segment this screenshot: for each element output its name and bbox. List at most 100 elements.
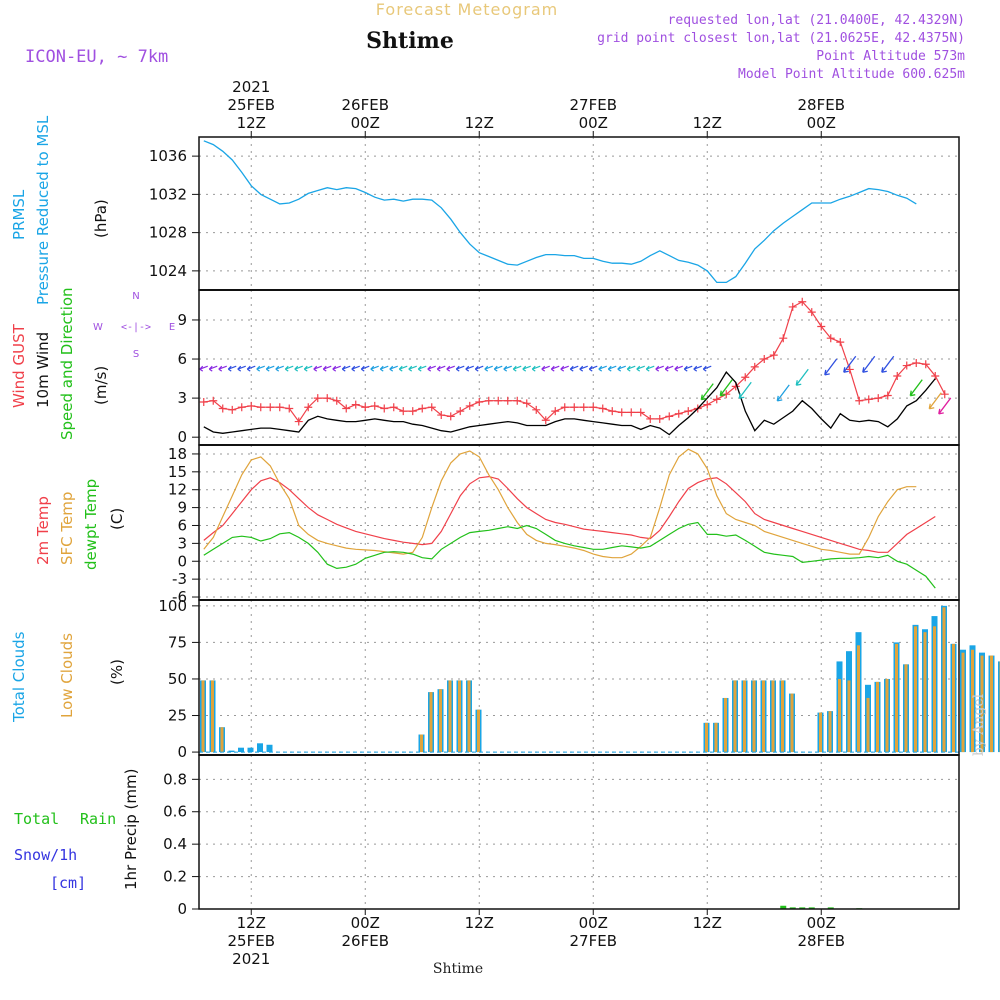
gust-point [513, 396, 522, 405]
gust-point [399, 407, 408, 416]
requested-coords: requested lon,lat (21.0400E, 42.4329N) [668, 13, 965, 28]
model-altitude: Model Point Altitude 600.625m [738, 67, 965, 82]
gust-point [817, 322, 826, 331]
wind-direction-arrow [246, 365, 256, 372]
low-clouds-bar [211, 680, 214, 753]
gust-point [285, 404, 294, 413]
y-tick-label: 18 [168, 445, 187, 463]
wind-direction-arrow [408, 365, 417, 372]
gust-point [437, 411, 446, 420]
wind-direction-arrow [218, 365, 227, 372]
grid-coords: grid point closest lon,lat (21.0625E, 42… [597, 31, 965, 46]
sfctemp-label: SFC Temp [58, 492, 76, 565]
bottom-time-label: 28FEB [798, 932, 845, 950]
low-clouds-bar [458, 680, 461, 753]
bottom-time-label: 12Z [465, 914, 494, 932]
low-clouds-bar [467, 680, 471, 753]
y-tick-label: 0 [177, 428, 187, 446]
gust-point [598, 404, 607, 413]
low-clouds-bar [790, 693, 794, 753]
temp2m-label: 2m Temp [34, 496, 52, 565]
y-tick-label: 50 [168, 670, 187, 688]
total-label: Total [14, 810, 59, 828]
total-clouds-bar [247, 747, 254, 753]
gust-point [494, 396, 503, 405]
wind-direction-arrow [617, 365, 626, 372]
gust-point [874, 394, 883, 403]
compass-e: E [169, 322, 175, 333]
top-time-label: 00Z [579, 114, 608, 132]
gust-point [323, 394, 332, 403]
top-time-label: 12Z [237, 114, 266, 132]
bottom-time-label: 27FEB [570, 932, 617, 950]
footer-location: Shtime [433, 961, 483, 977]
wind-direction-arrow [227, 365, 237, 372]
y-tick-label: 0.6 [163, 803, 187, 821]
point-altitude: Point Altitude 573m [816, 49, 965, 64]
gust-point [313, 394, 322, 403]
location-name: Shtime [366, 28, 454, 54]
low-clouds-bar [895, 643, 898, 753]
wind-direction-arrow [493, 365, 503, 372]
wind-direction-arrow [693, 365, 702, 372]
gust-point [408, 407, 417, 416]
low-clouds-bar [961, 652, 965, 753]
bottom-time-label: 12Z [237, 914, 266, 932]
y-tick-label: 0 [177, 743, 187, 761]
wind-direction-arrow [655, 365, 664, 372]
wind-direction-arrow [389, 365, 398, 372]
y-tick-label: -6 [172, 588, 187, 606]
wind-direction-arrow [550, 365, 560, 372]
total-clouds-bar [266, 744, 273, 753]
low-clouds-bar [914, 626, 917, 753]
top-time-label: 28FEB [798, 96, 845, 114]
bottom-time-label: 2021 [232, 950, 270, 968]
rain-bar [808, 907, 815, 909]
wind-direction-arrow [700, 383, 714, 401]
wind-direction-arrow [626, 365, 636, 372]
gust-point [380, 404, 389, 413]
top-time-label: 2021 [232, 78, 270, 96]
gust-point [541, 416, 550, 425]
rain-bar [789, 907, 796, 909]
wind-direction-arrow [569, 365, 579, 372]
wind-direction-arrow [636, 365, 645, 372]
watermark: by Angel [971, 693, 987, 756]
wind-direction-arrow [436, 365, 446, 372]
gust-point [532, 405, 541, 414]
low-clouds-bar [876, 681, 879, 753]
gust-point [209, 396, 218, 405]
total-clouds-label: Total Clouds [10, 631, 28, 723]
gust-point [218, 404, 227, 413]
y-tick-label: 6 [177, 350, 187, 368]
gust-point [864, 395, 873, 404]
gust-point [636, 408, 645, 417]
wind-direction-arrow [313, 365, 322, 372]
gust-point [627, 408, 636, 417]
low-clouds-bar [942, 607, 946, 753]
gust-point [351, 400, 360, 409]
gust-point [332, 396, 341, 405]
y-tick-label: 15 [168, 463, 187, 481]
y-tick-label: 25 [168, 707, 187, 725]
gust-point [484, 396, 493, 405]
top-time-label: 12Z [693, 114, 722, 132]
compass-h: <-|-> [121, 322, 151, 333]
low-clouds-bar [752, 680, 756, 753]
gust-point [456, 407, 465, 416]
gust-point [684, 407, 693, 416]
wind-direction-arrow [928, 392, 942, 410]
precip-panel: 0 0.2 0.4 0.6 0.8 [163, 289, 960, 918]
gust-point [608, 407, 617, 416]
y-tick-label: 75 [168, 633, 187, 651]
gust-point [617, 408, 626, 417]
gust-point [703, 400, 712, 409]
gust-point [570, 403, 579, 412]
clouds-panel: 0 25 50 75 100 [158, 597, 1000, 761]
wind-direction-arrow [503, 365, 512, 372]
gust-point [389, 403, 398, 412]
gust-point [921, 360, 930, 369]
gust-point [845, 365, 854, 374]
rain-bar [780, 905, 787, 909]
